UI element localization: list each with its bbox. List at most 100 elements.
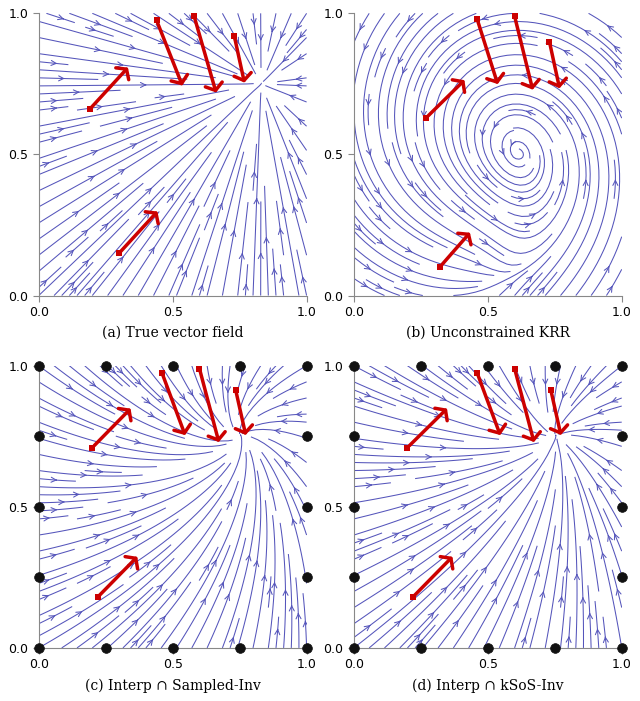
- FancyArrowPatch shape: [428, 613, 434, 618]
- FancyArrowPatch shape: [89, 515, 95, 519]
- FancyArrowPatch shape: [475, 260, 481, 265]
- FancyArrowPatch shape: [72, 212, 79, 217]
- FancyArrowPatch shape: [398, 57, 403, 63]
- FancyArrowPatch shape: [601, 553, 606, 559]
- FancyArrowPatch shape: [90, 381, 95, 386]
- FancyArrowPatch shape: [154, 564, 159, 570]
- FancyArrowPatch shape: [492, 580, 496, 586]
- FancyArrowPatch shape: [124, 107, 129, 112]
- FancyArrowPatch shape: [107, 401, 113, 406]
- FancyArrowPatch shape: [272, 583, 277, 588]
- FancyArrowPatch shape: [405, 289, 411, 294]
- FancyArrowPatch shape: [283, 590, 288, 595]
- FancyArrowPatch shape: [88, 176, 94, 181]
- FancyArrowPatch shape: [527, 276, 532, 282]
- FancyArrowPatch shape: [358, 397, 364, 402]
- FancyArrowPatch shape: [129, 45, 135, 49]
- FancyArrowPatch shape: [113, 193, 119, 198]
- FancyArrowPatch shape: [189, 199, 194, 205]
- FancyArrowPatch shape: [252, 172, 257, 177]
- FancyArrowPatch shape: [74, 492, 79, 497]
- FancyArrowPatch shape: [149, 247, 154, 254]
- FancyArrowPatch shape: [371, 373, 376, 378]
- FancyArrowPatch shape: [460, 585, 465, 591]
- FancyArrowPatch shape: [408, 15, 413, 21]
- FancyArrowPatch shape: [607, 287, 612, 292]
- FancyArrowPatch shape: [453, 621, 458, 627]
- FancyArrowPatch shape: [132, 535, 139, 540]
- FancyArrowPatch shape: [408, 181, 413, 187]
- FancyArrowPatch shape: [285, 461, 291, 467]
- FancyArrowPatch shape: [589, 427, 595, 432]
- FancyArrowPatch shape: [617, 109, 622, 114]
- FancyArrowPatch shape: [97, 469, 102, 474]
- FancyArrowPatch shape: [118, 170, 124, 175]
- FancyArrowPatch shape: [271, 26, 276, 32]
- FancyArrowPatch shape: [524, 287, 529, 293]
- FancyArrowPatch shape: [364, 625, 370, 631]
- FancyArrowPatch shape: [408, 156, 413, 161]
- FancyArrowPatch shape: [441, 587, 447, 593]
- FancyArrowPatch shape: [495, 381, 500, 386]
- FancyArrowPatch shape: [177, 19, 183, 25]
- FancyArrowPatch shape: [281, 32, 285, 38]
- FancyArrowPatch shape: [456, 367, 461, 373]
- FancyArrowPatch shape: [154, 25, 159, 29]
- FancyArrowPatch shape: [211, 561, 216, 566]
- FancyArrowPatch shape: [356, 225, 361, 231]
- FancyArrowPatch shape: [300, 32, 305, 38]
- FancyArrowPatch shape: [460, 207, 465, 212]
- FancyArrowPatch shape: [420, 161, 424, 167]
- FancyArrowPatch shape: [364, 44, 369, 50]
- FancyArrowPatch shape: [388, 467, 394, 472]
- FancyArrowPatch shape: [104, 560, 110, 565]
- FancyArrowPatch shape: [492, 215, 497, 220]
- FancyArrowPatch shape: [366, 483, 372, 488]
- FancyArrowPatch shape: [376, 203, 381, 208]
- FancyArrowPatch shape: [82, 230, 88, 236]
- FancyArrowPatch shape: [597, 438, 603, 443]
- FancyArrowPatch shape: [415, 634, 420, 640]
- FancyArrowPatch shape: [225, 387, 230, 392]
- FancyArrowPatch shape: [513, 601, 518, 608]
- FancyArrowPatch shape: [289, 606, 294, 611]
- FancyArrowPatch shape: [50, 432, 56, 437]
- FancyArrowPatch shape: [564, 567, 570, 572]
- FancyArrowPatch shape: [144, 398, 150, 403]
- FancyArrowPatch shape: [595, 629, 600, 634]
- FancyArrowPatch shape: [131, 144, 136, 149]
- FancyArrowPatch shape: [278, 229, 284, 234]
- FancyArrowPatch shape: [438, 483, 444, 488]
- FancyArrowPatch shape: [207, 379, 212, 384]
- FancyArrowPatch shape: [559, 180, 564, 186]
- X-axis label: (c) Interp ∩ Sampled-Inv: (c) Interp ∩ Sampled-Inv: [84, 679, 260, 693]
- FancyArrowPatch shape: [248, 383, 252, 388]
- FancyArrowPatch shape: [543, 379, 548, 384]
- FancyArrowPatch shape: [561, 67, 568, 72]
- FancyArrowPatch shape: [171, 589, 177, 595]
- FancyArrowPatch shape: [615, 62, 620, 67]
- FancyArrowPatch shape: [186, 15, 192, 20]
- FancyArrowPatch shape: [225, 594, 230, 601]
- FancyArrowPatch shape: [426, 454, 431, 459]
- FancyArrowPatch shape: [520, 33, 525, 38]
- FancyArrowPatch shape: [394, 592, 399, 597]
- FancyArrowPatch shape: [180, 394, 185, 400]
- FancyArrowPatch shape: [292, 207, 298, 213]
- FancyArrowPatch shape: [262, 576, 267, 581]
- FancyArrowPatch shape: [207, 213, 211, 219]
- FancyArrowPatch shape: [68, 283, 74, 288]
- FancyArrowPatch shape: [92, 632, 98, 638]
- FancyArrowPatch shape: [421, 67, 426, 72]
- FancyArrowPatch shape: [290, 95, 296, 100]
- FancyArrowPatch shape: [130, 511, 136, 516]
- FancyArrowPatch shape: [104, 539, 109, 544]
- FancyArrowPatch shape: [292, 452, 298, 457]
- FancyArrowPatch shape: [56, 412, 62, 417]
- FancyArrowPatch shape: [204, 26, 210, 32]
- FancyArrowPatch shape: [394, 621, 400, 627]
- FancyArrowPatch shape: [97, 105, 102, 110]
- FancyArrowPatch shape: [227, 500, 232, 506]
- FancyArrowPatch shape: [408, 569, 413, 574]
- FancyArrowPatch shape: [607, 461, 612, 465]
